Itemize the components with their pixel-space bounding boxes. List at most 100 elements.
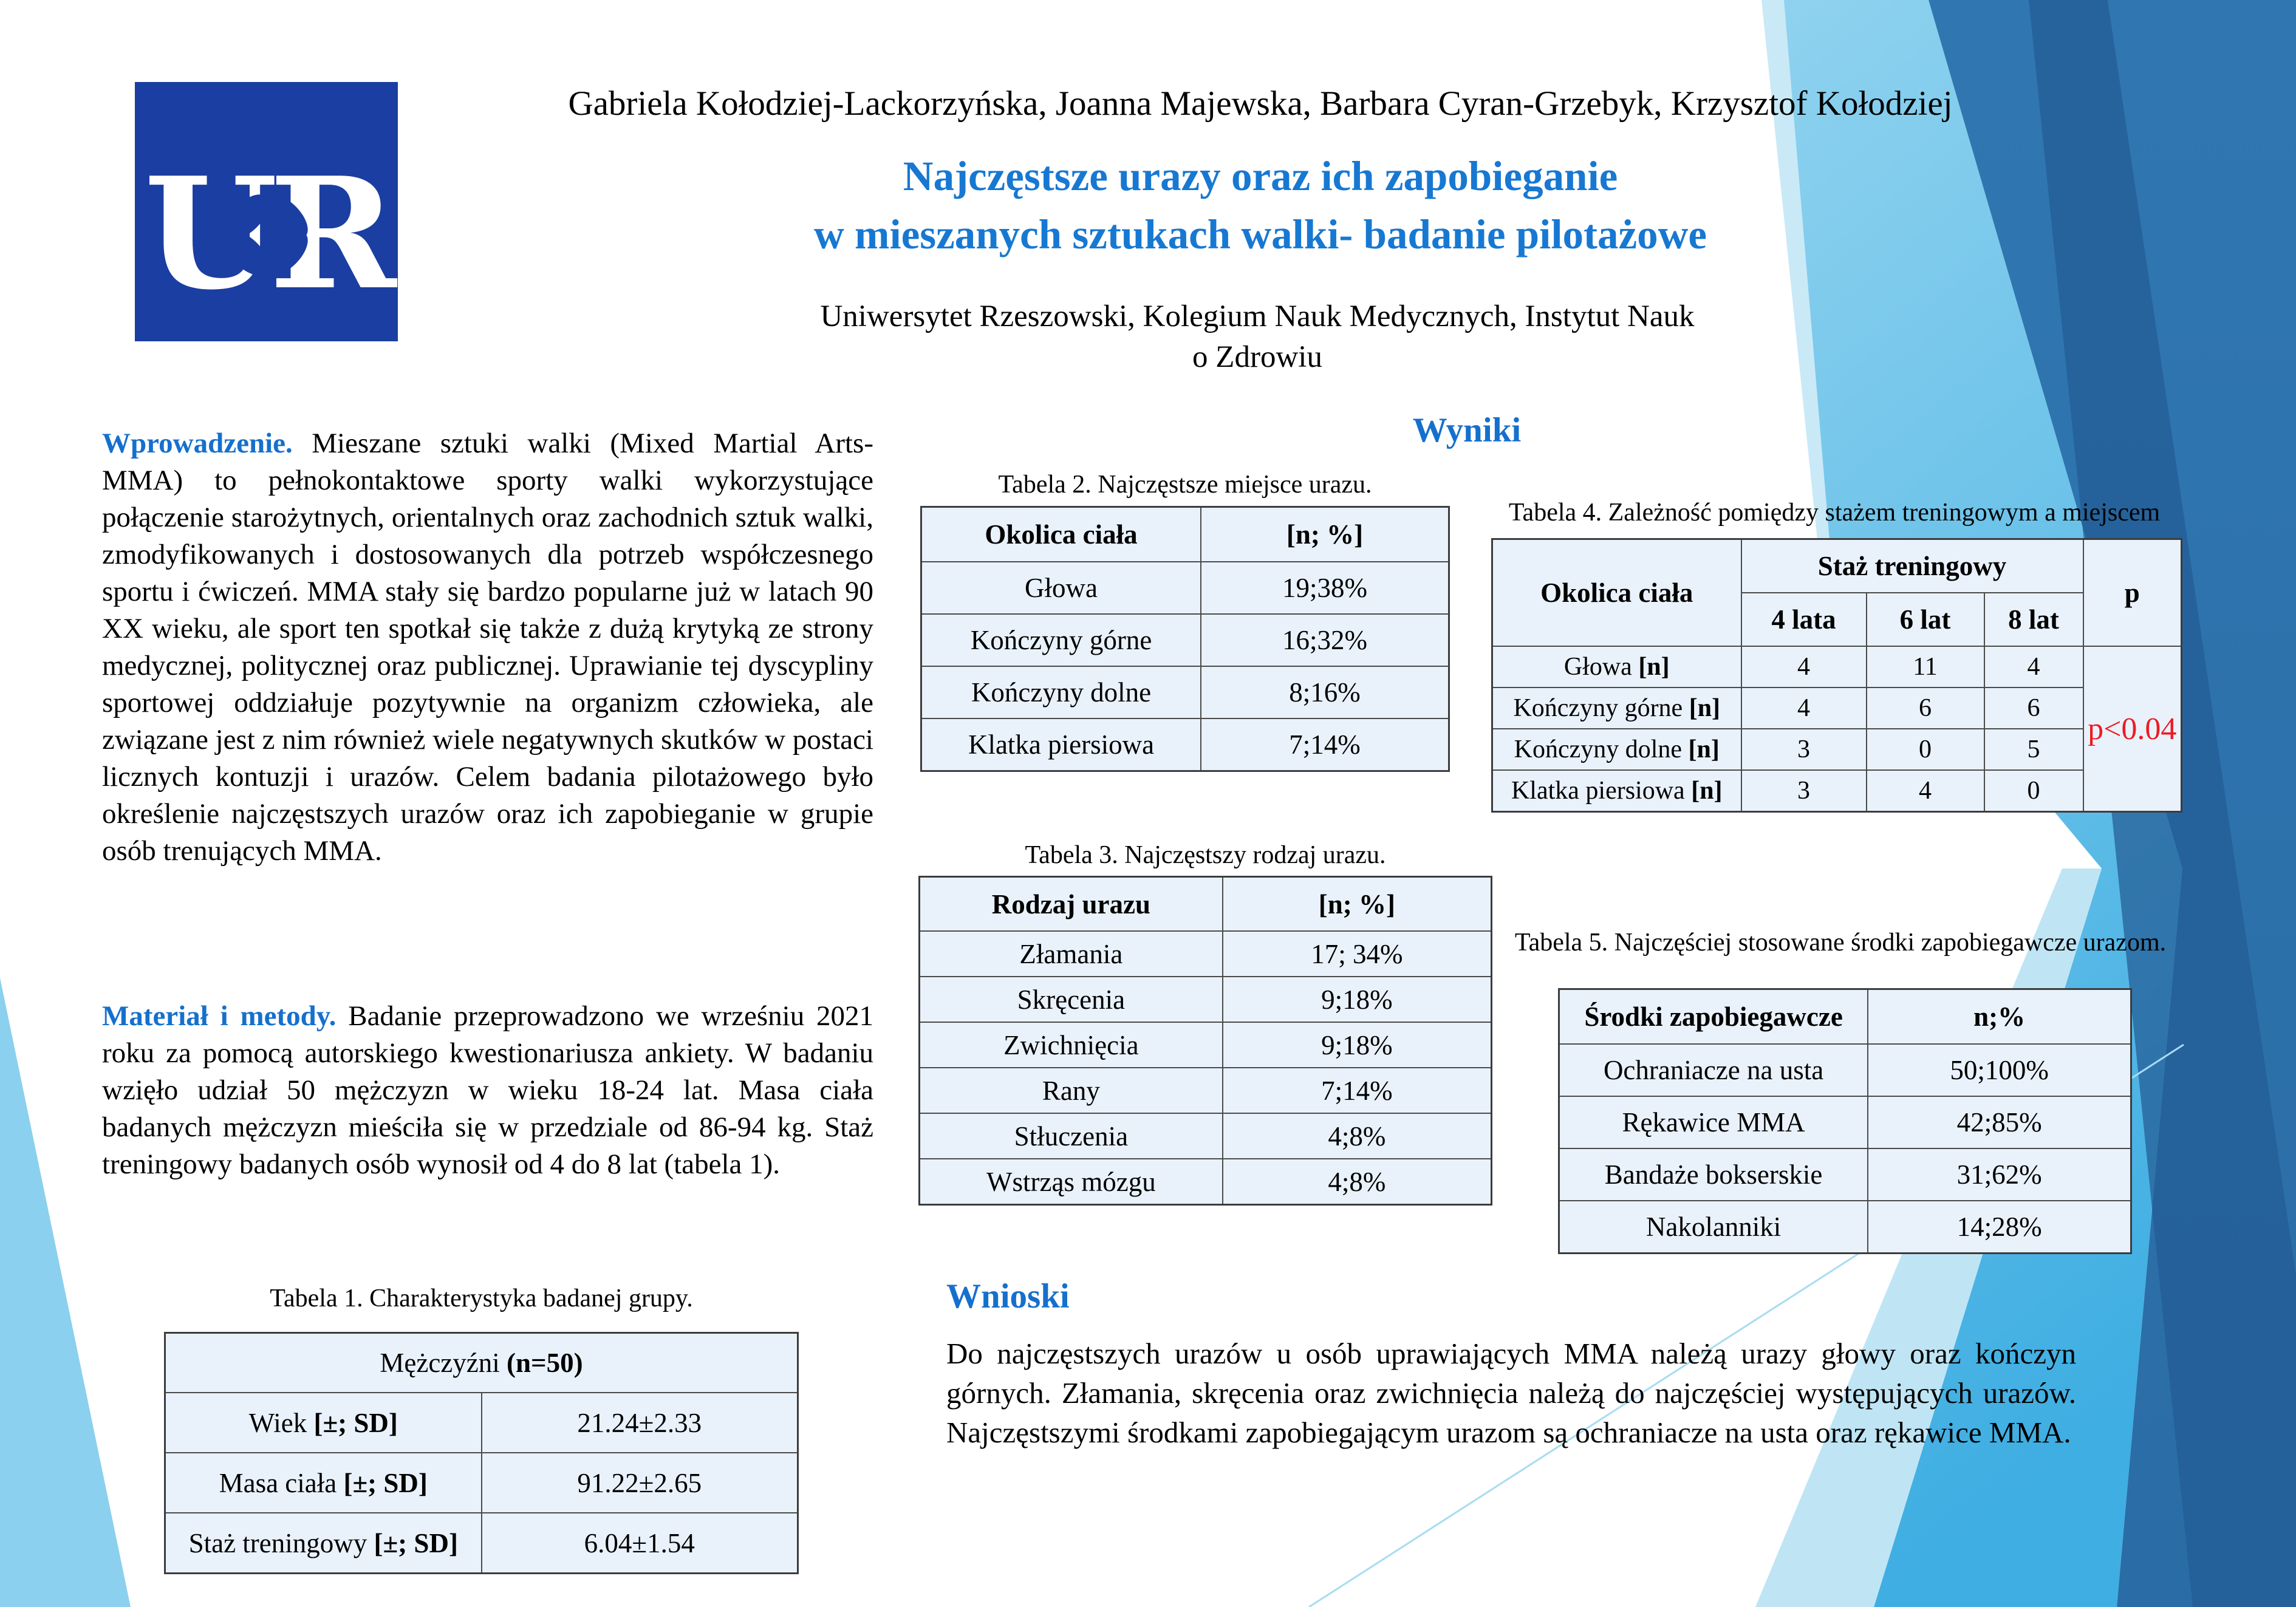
poster-title-line2: w mieszanych sztukach walki- badanie pil…	[813, 211, 1707, 258]
table5-col1-header: Środki zapobiegawcze	[1558, 988, 1869, 1045]
cell-label: Głowa [n]	[1491, 646, 1742, 688]
cell-value: 16;32%	[1200, 613, 1450, 667]
cell-value: 4	[1865, 769, 1985, 813]
cell-value: 4;8%	[1221, 1158, 1492, 1206]
row-label: Staż treningowy	[188, 1527, 374, 1558]
table-row: Klatka piersiowa [n] 3 4 0	[1491, 769, 2182, 813]
table4-group-header: Staż treningowy	[1740, 538, 2084, 593]
table4-corner-header: Okolica ciała	[1491, 538, 1742, 647]
table4-training-vs-location: Okolica ciała Staż treningowy p 4 lata 6…	[1491, 538, 2182, 813]
table1-header-cell: Mężczyźni (n=50)	[164, 1332, 799, 1393]
table-row: Skręcenia 9;18%	[918, 976, 1492, 1023]
table-row: Rany 7;14%	[918, 1067, 1492, 1114]
cell-value: 17; 34%	[1221, 930, 1492, 977]
cell-value: 4	[1740, 687, 1867, 729]
table-row: Klatka piersiowa 7;14%	[920, 718, 1450, 772]
table1-row3-value: 6.04±1.54	[480, 1512, 799, 1574]
table-header-row: Okolica ciała [n; %]	[920, 506, 1450, 562]
table-row: Zwichnięcia 9;18%	[918, 1022, 1492, 1068]
table-row: Nakolanniki 14;28%	[1558, 1200, 2132, 1254]
table-header-row: Rodzaj urazu [n; %]	[918, 876, 1492, 932]
table2-col1-header: Okolica ciała	[920, 506, 1202, 562]
cell-label: Nakolanniki	[1558, 1200, 1869, 1254]
cell-value: 9;18%	[1221, 1022, 1492, 1068]
conclusions-heading: Wnioski	[946, 1277, 1070, 1315]
row-label-bold: [n]	[1638, 653, 1670, 681]
table4-year-col1: 4 lata	[1740, 592, 1867, 647]
introduction-paragraph: Wprowadzenie. Mieszane sztuki walki (Mix…	[102, 425, 873, 870]
table-row: Rękawice MMA 42;85%	[1558, 1096, 2132, 1149]
table2-injury-location: Okolica ciała [n; %] Głowa 19;38% Kończy…	[920, 506, 1450, 772]
row-label-bold: [±; SD]	[374, 1527, 458, 1558]
table1-group-characteristics: Mężczyźni (n=50) Wiek [±; SD] 21.24±2.33…	[164, 1332, 799, 1574]
introduction-heading: Wprowadzenie.	[102, 428, 293, 459]
cell-label: Kończyny górne [n]	[1491, 687, 1742, 729]
cell-label: Klatka piersiowa	[920, 718, 1202, 772]
svg-text:UR: UR	[144, 144, 397, 324]
affiliation-line1: Uniwersytet Rzeszowski, Kolegium Nauk Me…	[820, 299, 1695, 333]
row-label: Kończyny dolne	[1514, 735, 1689, 763]
cell-value: 14;28%	[1867, 1200, 2132, 1254]
row-label-bold: [±; SD]	[313, 1407, 398, 1438]
cell-value: 8;16%	[1200, 666, 1450, 719]
authors-line: Gabriela Kołodziej-Lackorzyńska, Joanna …	[568, 84, 1953, 123]
table2-col2-header: [n; %]	[1200, 506, 1450, 562]
table-row: Kończyny górne 16;32%	[920, 613, 1450, 667]
cell-label: Kończyny dolne [n]	[1491, 728, 1742, 771]
cell-value: 0	[1983, 769, 2084, 813]
table1-row1-value: 21.24±2.33	[480, 1392, 799, 1453]
table-row: Kończyny dolne 8;16%	[920, 666, 1450, 719]
table3-caption: Tabela 3. Najczęstszy rodzaj urazu.	[1025, 841, 1386, 869]
table3-col1-header: Rodzaj urazu	[918, 876, 1223, 932]
ur-logo-icon: UR	[135, 82, 406, 341]
cell-value: 0	[1865, 728, 1985, 771]
table-row: Kończyny dolne [n] 3 0 5	[1491, 728, 2182, 771]
cell-label: Wstrząs mózgu	[918, 1158, 1223, 1206]
cell-value: 3	[1740, 728, 1867, 771]
cell-value: 4;8%	[1221, 1113, 1492, 1159]
methods-paragraph: Materiał i metody. Badanie przeprowadzon…	[102, 998, 873, 1183]
cell-value: 7;14%	[1200, 718, 1450, 772]
cell-value: 4	[1740, 646, 1867, 688]
cell-label: Głowa	[920, 561, 1202, 615]
methods-heading: Materiał i metody.	[102, 1000, 337, 1032]
results-heading: Wyniki	[1412, 411, 1522, 449]
table-row: Bandaże bokserskie 31;62%	[1558, 1148, 2132, 1201]
table1-row1-label: Wiek [±; SD]	[164, 1392, 482, 1453]
cell-value: 19;38%	[1200, 561, 1450, 615]
row-label: Kończyny górne	[1513, 694, 1689, 722]
row-label: Klatka piersiowa	[1511, 777, 1692, 805]
table1-caption: Tabela 1. Charakterystyka badanej grupy.	[270, 1285, 693, 1312]
cell-label: Skręcenia	[918, 976, 1223, 1023]
introduction-body: Mieszane sztuki walki (Mixed Martial Art…	[102, 428, 873, 867]
cell-label: Zwichnięcia	[918, 1022, 1223, 1068]
table5-preventive-measures: Środki zapobiegawcze n;% Ochraniacze na …	[1558, 988, 2132, 1254]
table-row: Stłuczenia 4;8%	[918, 1113, 1492, 1159]
cell-value: 3	[1740, 769, 1867, 813]
cell-label: Kończyny górne	[920, 613, 1202, 667]
cell-label: Ochraniacze na usta	[1558, 1043, 1869, 1097]
cell-label: Klatka piersiowa [n]	[1491, 769, 1742, 813]
table5-col2-header: n;%	[1867, 988, 2132, 1045]
cell-label: Rany	[918, 1067, 1223, 1114]
cell-value: 4	[1983, 646, 2084, 688]
conclusions-paragraph: Do najczęstszych urazów u osób uprawiają…	[946, 1337, 2076, 1449]
table1-row3-label: Staż treningowy [±; SD]	[164, 1512, 482, 1574]
row-label-bold: [n]	[1688, 735, 1720, 763]
p-value-cell: p<0.04	[2082, 646, 2182, 813]
table-subheader-row: 4 lata 6 lat 8 lat	[1492, 592, 2182, 647]
poster-title-line1: Najczęstsze urazy oraz ich zapobieganie	[903, 153, 1618, 199]
table3-injury-type: Rodzaj urazu [n; %] Złamania 17; 34% Skr…	[918, 876, 1492, 1206]
cell-label: Kończyny dolne	[920, 666, 1202, 719]
methods-body: Badanie przeprowadzono we wrześniu 2021 …	[102, 1000, 873, 1180]
table1-header-n: (n=50)	[507, 1348, 583, 1378]
cell-value: 50;100%	[1867, 1043, 2132, 1097]
table-row: Głowa 19;38%	[920, 561, 1450, 615]
table4-year-col3: 8 lat	[1983, 592, 2084, 647]
table1-row2-value: 91.22±2.65	[480, 1452, 799, 1513]
table-row: Głowa [n] 4 11 4 p<0.04	[1491, 646, 2182, 813]
row-label: Wiek	[248, 1407, 314, 1438]
cell-value: 42;85%	[1867, 1096, 2132, 1149]
table-row: Ochraniacze na usta 50;100%	[1558, 1043, 2132, 1097]
table-row: Złamania 17; 34%	[918, 930, 1492, 977]
